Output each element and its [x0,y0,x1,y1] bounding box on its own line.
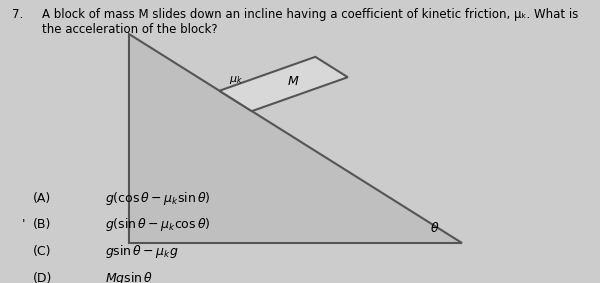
Text: $\theta$: $\theta$ [430,221,440,235]
Text: $g\sin\theta - \mu_k g$: $g\sin\theta - \mu_k g$ [105,243,179,260]
Text: $g(\cos\theta - \mu_k\sin\theta)$: $g(\cos\theta - \mu_k\sin\theta)$ [105,190,211,207]
Polygon shape [129,34,462,243]
Text: (A): (A) [33,192,51,205]
Text: $\mu_k$: $\mu_k$ [229,74,242,86]
Text: (D): (D) [33,272,52,283]
Text: (B): (B) [33,218,52,231]
Text: ': ' [22,218,26,231]
Text: A block of mass M slides down an incline having a coefficient of kinetic frictio: A block of mass M slides down an incline… [42,8,578,37]
Text: M: M [287,75,298,88]
Text: 7.: 7. [12,8,23,22]
Text: $g(\sin\theta - \mu_k\cos\theta)$: $g(\sin\theta - \mu_k\cos\theta)$ [105,216,211,233]
Text: (C): (C) [33,245,52,258]
Polygon shape [220,57,348,111]
Text: $Mg\sin\theta$: $Mg\sin\theta$ [105,270,153,283]
